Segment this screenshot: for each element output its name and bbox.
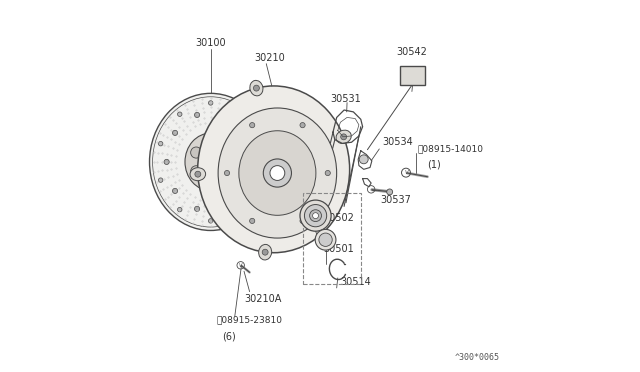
FancyBboxPatch shape	[401, 66, 425, 85]
Circle shape	[239, 112, 244, 116]
Ellipse shape	[198, 86, 349, 253]
Circle shape	[199, 150, 223, 174]
Circle shape	[195, 171, 201, 177]
Circle shape	[259, 178, 263, 182]
Text: 30514: 30514	[340, 278, 371, 287]
Circle shape	[263, 159, 291, 187]
Text: ^300*0065: ^300*0065	[455, 353, 500, 362]
Text: 30502: 30502	[324, 212, 355, 222]
Circle shape	[312, 213, 319, 219]
Circle shape	[191, 147, 202, 158]
Circle shape	[205, 138, 216, 149]
Circle shape	[191, 166, 202, 177]
Circle shape	[270, 166, 285, 180]
Circle shape	[253, 85, 259, 91]
Circle shape	[340, 134, 347, 140]
Circle shape	[252, 159, 257, 164]
Text: 30210A: 30210A	[244, 294, 281, 304]
Circle shape	[305, 205, 326, 227]
Text: 30210: 30210	[255, 53, 285, 63]
Text: (6): (6)	[222, 332, 236, 342]
Text: 30542: 30542	[396, 47, 428, 57]
Text: V: V	[404, 170, 408, 175]
Circle shape	[387, 189, 392, 195]
Circle shape	[225, 170, 230, 176]
Text: V: V	[239, 263, 243, 268]
Circle shape	[220, 147, 230, 158]
Ellipse shape	[336, 130, 351, 144]
Circle shape	[300, 122, 305, 128]
Text: Ⓥ08915-14010: Ⓥ08915-14010	[417, 144, 483, 153]
Circle shape	[177, 207, 182, 212]
Ellipse shape	[150, 93, 272, 231]
Text: Ⓥ08915-23810: Ⓥ08915-23810	[216, 316, 282, 325]
Circle shape	[195, 206, 200, 211]
Circle shape	[204, 155, 218, 169]
Circle shape	[220, 166, 230, 177]
Ellipse shape	[239, 131, 316, 215]
Text: 30501: 30501	[324, 244, 355, 254]
Text: (1): (1)	[427, 160, 440, 170]
Ellipse shape	[218, 108, 337, 238]
Circle shape	[209, 101, 213, 105]
Ellipse shape	[190, 168, 205, 181]
Bar	[303, 193, 361, 284]
Ellipse shape	[259, 244, 271, 260]
Circle shape	[172, 130, 178, 135]
Circle shape	[172, 188, 178, 193]
Ellipse shape	[250, 80, 263, 96]
Text: 30537: 30537	[380, 195, 411, 205]
Circle shape	[359, 155, 368, 164]
Circle shape	[159, 141, 163, 146]
Text: 30100: 30100	[195, 38, 226, 48]
Text: 30531: 30531	[330, 94, 360, 104]
Circle shape	[239, 207, 244, 212]
Circle shape	[209, 219, 213, 223]
Circle shape	[325, 170, 330, 176]
Circle shape	[250, 122, 255, 128]
Circle shape	[259, 141, 263, 146]
Circle shape	[250, 218, 255, 224]
Circle shape	[319, 233, 332, 246]
Ellipse shape	[185, 133, 236, 191]
Text: 30534: 30534	[382, 137, 413, 147]
Circle shape	[300, 200, 331, 231]
Circle shape	[244, 130, 249, 135]
Circle shape	[221, 206, 227, 211]
Circle shape	[195, 112, 200, 118]
Circle shape	[310, 210, 321, 222]
Circle shape	[300, 218, 305, 224]
Circle shape	[244, 188, 249, 193]
Circle shape	[159, 178, 163, 182]
Circle shape	[262, 249, 268, 255]
Circle shape	[205, 175, 216, 186]
Circle shape	[315, 230, 336, 250]
Circle shape	[177, 112, 182, 116]
Circle shape	[221, 112, 227, 118]
Circle shape	[164, 159, 169, 164]
